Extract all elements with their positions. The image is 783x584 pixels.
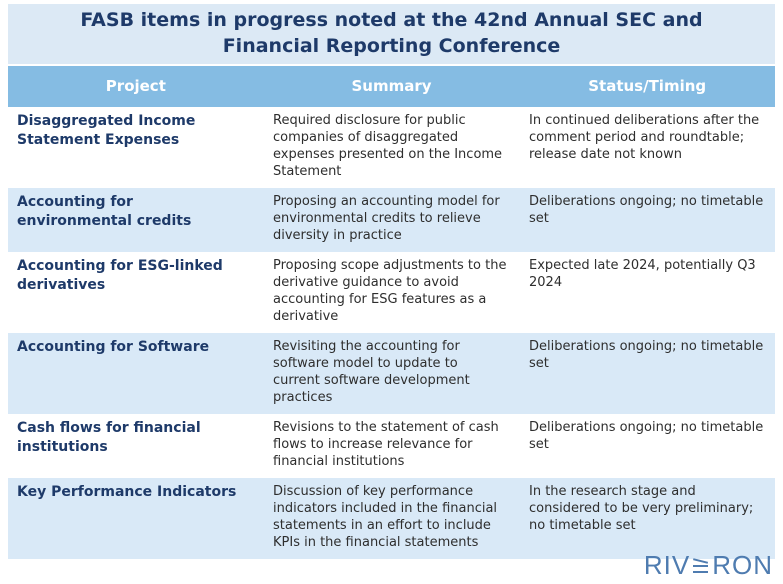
status-cell: Deliberations ongoing; no timetable set [529, 420, 764, 452]
table-body: Disaggregated Income Statement Expenses … [8, 107, 775, 559]
table-row: Accounting for Software Revisiting the a… [8, 333, 775, 414]
project-cell: Key Performance Indicators [17, 484, 237, 500]
riveron-e-icon [693, 557, 709, 574]
summary-cell: Revisions to the statement of cash flows… [273, 420, 499, 469]
page-title: FASB items in progress noted at the 42nd… [8, 4, 775, 64]
column-header-status-timing: Status/Timing [588, 77, 707, 95]
table-row: Disaggregated Income Statement Expenses … [8, 107, 775, 188]
project-cell: Accounting for Software [17, 339, 210, 355]
status-cell: Deliberations ongoing; no timetable set [529, 339, 764, 371]
column-header-summary: Summary [351, 77, 432, 95]
logo-e-mid-bar [693, 565, 709, 568]
summary-cell: Proposing an accounting model for enviro… [273, 194, 500, 243]
status-cell: Deliberations ongoing; no timetable set [529, 194, 764, 226]
project-cell: Accounting for environmental credits [17, 194, 192, 229]
logo-text-prefix: RIV [643, 550, 691, 580]
table-row: Key Performance Indicators Discussion of… [8, 478, 775, 559]
status-cell: Expected late 2024, potentially Q3 2024 [529, 258, 756, 290]
table-row: Cash flows for financial institutions Re… [8, 414, 775, 478]
logo-e-top-bar [693, 557, 709, 564]
table-row: Accounting for ESG-linked derivatives Pr… [8, 252, 775, 333]
summary-cell: Discussion of key performance indicators… [273, 484, 498, 550]
project-cell: Accounting for ESG-linked derivatives [17, 258, 223, 293]
logo-e-bottom-bar [693, 570, 709, 573]
logo-text-suffix: RON [712, 550, 773, 580]
table-row: Accounting for environmental credits Pro… [8, 188, 775, 252]
summary-cell: Revisiting the accounting for software m… [273, 339, 470, 405]
project-cell: Cash flows for financial institutions [17, 420, 201, 455]
summary-cell: Required disclosure for public companies… [273, 113, 503, 179]
status-cell: In the research stage and considered to … [529, 484, 754, 533]
summary-cell: Proposing scope adjustments to the deriv… [273, 258, 507, 324]
riveron-logo: RIV RON [644, 552, 773, 578]
project-cell: Disaggregated Income Statement Expenses [17, 113, 196, 148]
table-header-row: Project Summary Status/Timing [8, 66, 775, 107]
fasb-projects-table: Project Summary Status/Timing Disaggrega… [8, 66, 775, 559]
status-cell: In continued deliberations after the com… [529, 113, 760, 162]
column-header-project: Project [105, 77, 166, 95]
